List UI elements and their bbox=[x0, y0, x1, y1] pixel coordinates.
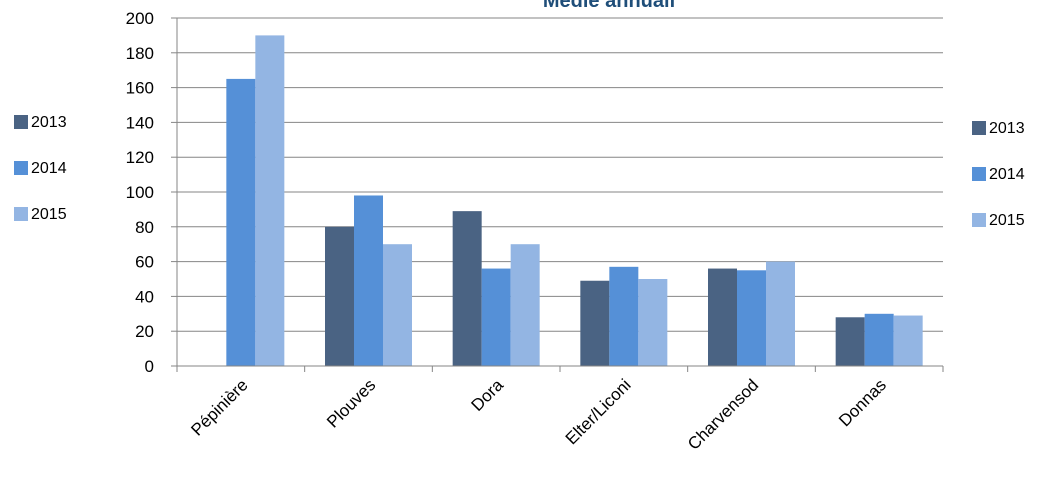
chart-title: Medie annuali bbox=[543, 0, 675, 12]
x-tick-label: Charvensod bbox=[684, 375, 762, 453]
bar-2015-2 bbox=[510, 244, 540, 366]
legend-swatch-2015 bbox=[972, 213, 986, 227]
legend-label: 2013 bbox=[31, 114, 67, 131]
bar-2015-1 bbox=[383, 244, 412, 366]
legend-label: 2014 bbox=[31, 160, 67, 177]
legend-label: 2015 bbox=[989, 212, 1025, 229]
legend-swatch-2014 bbox=[14, 161, 28, 175]
x-tick-label: Donnas bbox=[835, 375, 890, 430]
y-axis: 0 20 40 60 80 100 120 140 160 180 200 bbox=[126, 9, 178, 376]
bar-2015-5 bbox=[893, 315, 923, 366]
legend-label: 2014 bbox=[989, 166, 1025, 183]
bar-2014-5 bbox=[864, 313, 894, 366]
bar-2013-3 bbox=[580, 280, 610, 366]
bar-2013-2 bbox=[452, 211, 482, 366]
legend-swatch-2013 bbox=[14, 115, 28, 129]
x-axis: Pépinière Plouves Dora Elter/Liconi Charvens… bbox=[176, 365, 944, 454]
x-tick-label: Plouves bbox=[323, 375, 379, 431]
legend-label: 2013 bbox=[989, 120, 1025, 137]
y-tick-label: 100 bbox=[126, 183, 154, 202]
y-tick-label: 200 bbox=[126, 9, 154, 28]
bar-2013-1 bbox=[325, 226, 354, 366]
y-tick-label: 120 bbox=[126, 148, 154, 167]
y-tick-label: 140 bbox=[126, 113, 154, 132]
y-tick-label: 60 bbox=[135, 253, 154, 272]
y-tick-label: 180 bbox=[126, 44, 154, 63]
legend-swatch-2013 bbox=[972, 121, 986, 135]
bar-2014-1 bbox=[354, 195, 383, 366]
y-tick-label: 20 bbox=[135, 322, 154, 341]
legend-swatch-2015 bbox=[14, 207, 28, 221]
legend-swatch-2014 bbox=[972, 167, 986, 181]
bar-2015-4 bbox=[766, 261, 795, 366]
bar-2014-3 bbox=[609, 266, 639, 366]
x-tick-label: Dora bbox=[467, 375, 507, 415]
y-tick-label: 80 bbox=[135, 218, 154, 237]
bar-2015-0 bbox=[255, 35, 285, 367]
y-tick-label: 0 bbox=[145, 357, 154, 376]
legend-label: 2015 bbox=[31, 206, 67, 223]
bar-2013-4 bbox=[708, 268, 737, 366]
gridlines bbox=[177, 17, 943, 332]
bar-2014-4 bbox=[737, 270, 766, 366]
y-tick-label: 40 bbox=[135, 287, 154, 306]
bar-2015-3 bbox=[638, 279, 668, 366]
legend-right: 2013 2014 2015 bbox=[972, 120, 1025, 229]
x-tick-label: Pépinière bbox=[187, 375, 251, 439]
x-tick-label: Elter/Liconi bbox=[562, 375, 635, 448]
legend-left: 2013 2014 2015 bbox=[14, 114, 67, 223]
bars bbox=[226, 35, 923, 367]
bar-2013-5 bbox=[835, 317, 865, 366]
bar-2014-2 bbox=[481, 268, 511, 366]
bar-2014-0 bbox=[226, 78, 256, 367]
y-tick-label: 160 bbox=[126, 79, 154, 98]
